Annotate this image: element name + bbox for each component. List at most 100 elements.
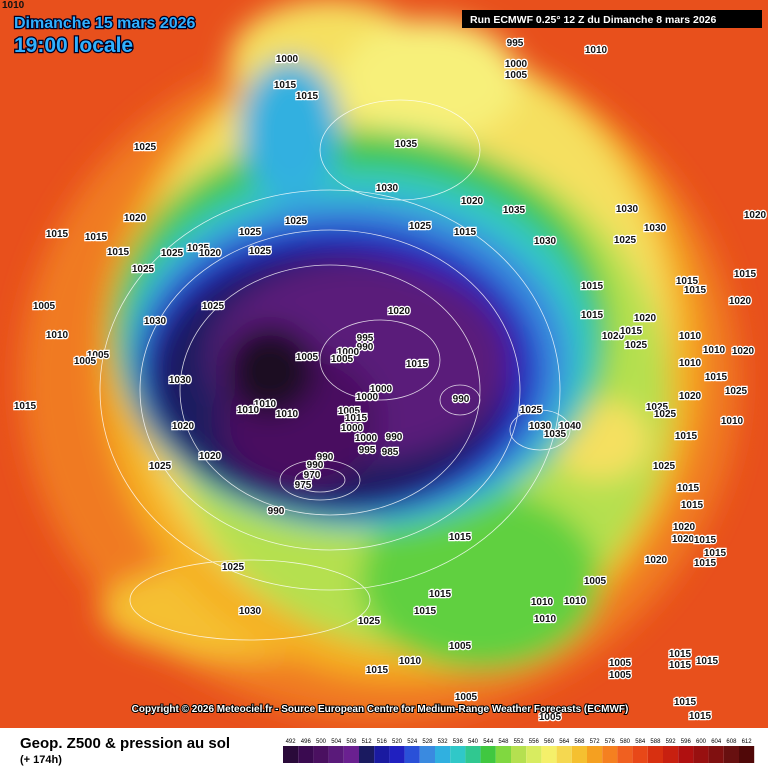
isobar-label: 990 [357, 342, 374, 353]
isobar-label: 1000 [505, 59, 528, 70]
legend-swatch [495, 746, 511, 763]
isobar-label: 1025 [625, 340, 648, 351]
legend-subtitle: (+ 174h) [20, 754, 62, 766]
isobar-label: 1025 [222, 562, 245, 573]
isobar-label: 1015 [694, 558, 717, 569]
legend-swatch [678, 746, 694, 763]
legend-scale-label: 552 [514, 739, 525, 745]
legend-swatch [602, 746, 618, 763]
isobar-label: 1025 [187, 243, 210, 254]
isobar-label: 1025 [358, 616, 381, 627]
isobar-label: 1000 [341, 423, 364, 434]
legend-scale-label: 528 [422, 739, 433, 745]
legend-swatch [723, 746, 739, 763]
isobar-label: 1015 [696, 656, 719, 667]
isobar-label: 1015 [675, 431, 698, 442]
legend-scale-label: 544 [483, 739, 494, 745]
isobar-label: 990 [453, 394, 470, 405]
isobar-label: 1015 [734, 269, 757, 280]
isobar-label: 1005 [539, 712, 562, 723]
isobar-label: 1015 [366, 665, 389, 676]
legend-swatch [617, 746, 633, 763]
isobar-label: 1005 [74, 356, 97, 367]
isobar-label: 1015 [681, 500, 704, 511]
isobar-label: 1020 [744, 210, 767, 221]
isobar-label: 1025 [409, 221, 432, 232]
legend-scale-label: 504 [331, 739, 342, 745]
legend-scale-label: 604 [711, 739, 722, 745]
isobar-label: 1020 [199, 451, 222, 462]
legend-scale-label: 592 [666, 739, 677, 745]
legend-swatch [313, 746, 329, 763]
legend-swatch [647, 746, 663, 763]
isobar-label: 1015 [676, 276, 699, 287]
isobar-label: 1015 [705, 372, 728, 383]
isobar-label: 1015 [345, 413, 368, 424]
isobar-label: 995 [359, 445, 376, 456]
isobar-label: 990 [268, 506, 285, 517]
legend-scale-label: 584 [635, 739, 646, 745]
isobar-label: 1010 [399, 656, 422, 667]
isobar-label: 1005 [609, 658, 632, 669]
isobar-label: 1005 [584, 576, 607, 587]
isobar-label: 1015 [449, 532, 472, 543]
legend-scale-label: 560 [544, 739, 555, 745]
legend-swatch [298, 746, 314, 763]
isobar-label: 1015 [669, 649, 692, 660]
legend-scale-label: 536 [453, 739, 464, 745]
legend-swatch [541, 746, 557, 763]
legend-swatch [389, 746, 405, 763]
isobar-label: 1020 [172, 421, 195, 432]
isobar-label: 1020 [679, 391, 702, 402]
isobar-label: 1020 [461, 196, 484, 207]
isobar-label: 1000 [370, 384, 393, 395]
legend-swatch [359, 746, 375, 763]
isobar-label: 1030 [144, 316, 167, 327]
isobar-label: 1005 [296, 352, 319, 363]
legend-swatch [404, 746, 420, 763]
isobar-label: 1025 [520, 405, 543, 416]
isobar-label: 1020 [672, 534, 695, 545]
legend-swatch [526, 746, 542, 763]
isobar-label: 1005 [505, 70, 528, 81]
isobar-label: 1000 [337, 347, 360, 358]
isobar-label: 1005 [609, 670, 632, 681]
isobar-label: 1020 [732, 346, 755, 357]
copyright: Copyright © 2026 Meteociel.fr - Source E… [132, 704, 629, 715]
isobar-label: 1015 [674, 697, 697, 708]
isobar-label: 1025 [614, 235, 637, 246]
isobar-label: 990 [386, 432, 403, 443]
isobar-label: 1010 [534, 614, 557, 625]
isobar-label: 1025 [161, 248, 184, 259]
legend-swatch [450, 746, 466, 763]
isobar-label: 1000 [356, 392, 379, 403]
legend-swatch [419, 746, 435, 763]
legend-scale-label: 556 [529, 739, 540, 745]
legend-scale-label: 580 [620, 739, 631, 745]
isobar-label: 1015 [274, 80, 297, 91]
legend-scale-label: 548 [498, 739, 509, 745]
legend-scale-label: 568 [574, 739, 585, 745]
legend-swatch [739, 746, 755, 763]
isobar-label: 1010 [276, 409, 299, 420]
legend-scale-label: 520 [392, 739, 403, 745]
legend-swatch [374, 746, 390, 763]
legend-scale-label: 588 [650, 739, 661, 745]
legend-scale-label: 508 [346, 739, 357, 745]
isobar-label: 1025 [149, 461, 172, 472]
isobar-label: 1015 [46, 229, 69, 240]
isobar-label: 1020 [673, 522, 696, 533]
isobar-label: 1010 [679, 331, 702, 342]
isobar-label: 1015 [677, 483, 700, 494]
isobar-label: 970 [304, 470, 321, 481]
isobar-label: 1005 [87, 350, 110, 361]
isobar-label: 985 [382, 447, 399, 458]
isobar-label: 995 [357, 333, 374, 344]
isobar-label: 1010 [703, 345, 726, 356]
isobar-label: 1010 [46, 330, 69, 341]
legend-swatch [571, 746, 587, 763]
isobar-label: 1010 [254, 399, 277, 410]
legend-scale-label: 608 [726, 739, 737, 745]
isobar-label: 1025 [653, 461, 676, 472]
